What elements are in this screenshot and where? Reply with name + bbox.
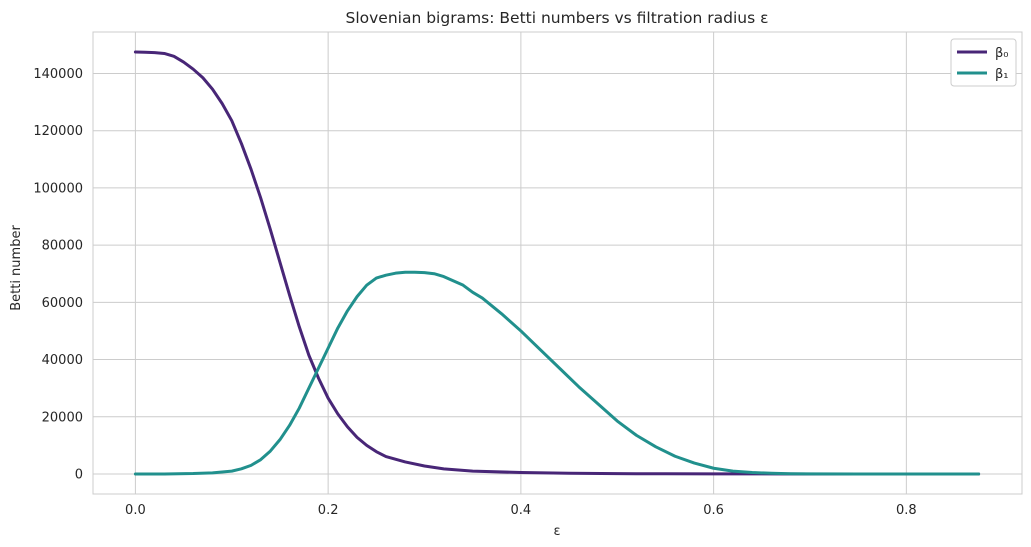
y-tick-label: 80000: [42, 239, 83, 254]
y-axis-title: Betti number: [9, 225, 24, 311]
y-axis-ticks: 0 20000 40000 60000 80000 100000 120000 140000: [33, 67, 83, 482]
x-tick-label: 0.6: [703, 503, 724, 518]
y-tick-label: 60000: [42, 296, 83, 311]
series-line-beta0: [133, 50, 981, 476]
series-lines: [133, 50, 981, 476]
y-tick-label: 120000: [33, 124, 83, 139]
y-tick-label: 0: [75, 467, 83, 482]
x-axis-ticks: 0.0 0.2 0.4 0.6 0.8: [125, 503, 917, 518]
x-axis-title: ε: [553, 524, 560, 539]
x-tick-label: 0.4: [511, 503, 532, 518]
legend-label-beta0: β₀: [995, 46, 1009, 61]
grid: [93, 32, 1022, 494]
y-tick-label: 140000: [33, 67, 83, 82]
plot-area: 0.0 0.2 0.4 0.6 0.8 0 20000 40000 60000 80000 100…: [33, 31, 1023, 518]
x-tick-label: 0.2: [318, 503, 339, 518]
x-tick-label: 0.8: [896, 503, 917, 518]
series-line-beta1: [133, 270, 981, 476]
chart-title: Slovenian bigrams: Betti numbers vs filt…: [346, 9, 769, 27]
plot-frame: [92, 31, 1023, 495]
y-tick-label: 20000: [42, 410, 83, 425]
legend: β₀ β₁: [950, 38, 1017, 87]
y-tick-label: 100000: [33, 181, 83, 196]
plot-background: [93, 32, 1022, 494]
legend-label-beta1: β₁: [995, 67, 1009, 82]
y-tick-label: 40000: [42, 353, 83, 368]
x-tick-label: 0.0: [125, 503, 146, 518]
